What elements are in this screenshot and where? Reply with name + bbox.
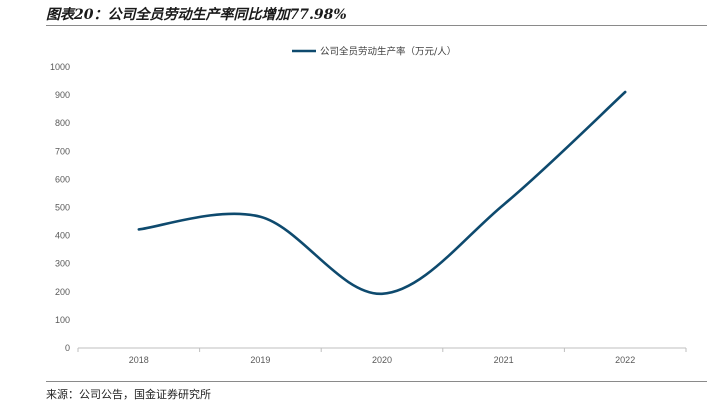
source-divider xyxy=(46,381,707,382)
chart-legend: 公司全员劳动生产率（万元/人） xyxy=(292,46,456,58)
y-tick-label: 400 xyxy=(55,231,70,241)
y-tick-label: 300 xyxy=(55,259,70,269)
legend-label: 公司全员劳动生产率（万元/人） xyxy=(320,46,456,58)
line-chart: 公司全员劳动生产率（万元/人） 0 100 200 300 400 500 600 700 80… xyxy=(50,46,687,365)
x-tick-label: 2019 xyxy=(250,355,270,365)
y-tick-label: 1000 xyxy=(50,62,70,72)
figure-title: 图表20：公司全员劳动生产率同比增加77.98% xyxy=(46,7,347,23)
y-tick-label: 100 xyxy=(55,315,70,325)
y-tick-label: 900 xyxy=(55,90,70,100)
source-note: 来源：公司公告，国金证券研究所 xyxy=(46,388,211,401)
y-tick-label: 800 xyxy=(55,118,70,128)
y-tick-label: 700 xyxy=(55,146,70,156)
x-tick-label: 2022 xyxy=(615,355,635,365)
y-axis: 0 100 200 300 400 500 600 700 800 900 1000 xyxy=(50,62,70,353)
y-tick-label: 500 xyxy=(55,203,70,213)
title-divider xyxy=(46,25,707,26)
plot-area xyxy=(137,90,627,296)
y-tick-label: 600 xyxy=(55,174,70,184)
x-tick-label: 2020 xyxy=(372,355,392,365)
series-line-0 xyxy=(137,90,627,296)
y-tick-label: 0 xyxy=(65,343,70,353)
x-tick-label: 2021 xyxy=(494,355,514,365)
y-tick-label: 200 xyxy=(55,287,70,297)
x-tick-label: 2018 xyxy=(129,355,149,365)
x-axis: 2018 2019 2020 2021 2022 xyxy=(77,347,687,365)
